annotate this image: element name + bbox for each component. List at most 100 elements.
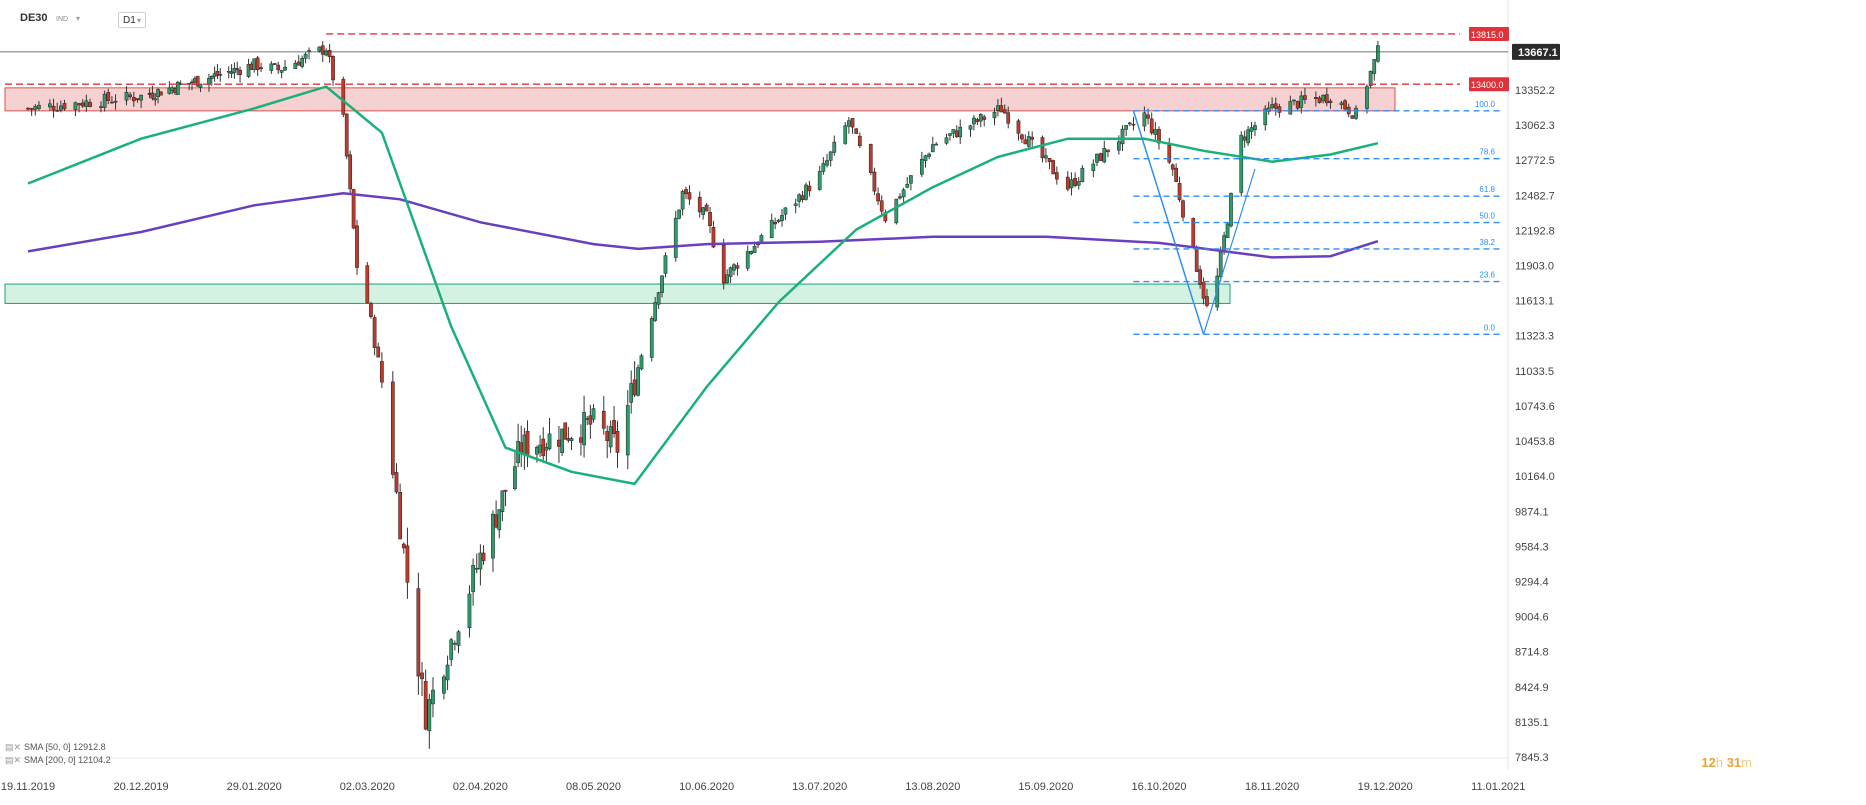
candle[interactable] [745,251,750,269]
candle[interactable] [1065,176,1070,190]
candle[interactable] [793,203,798,206]
candle[interactable] [639,355,644,370]
candle[interactable] [541,438,546,457]
candle[interactable] [636,367,640,396]
candle[interactable] [283,66,287,71]
candle[interactable] [843,125,848,144]
candle[interactable] [259,67,263,70]
candle[interactable] [749,251,754,254]
candle[interactable] [905,183,910,188]
candle[interactable] [673,217,678,258]
candle[interactable] [198,83,203,88]
candle[interactable] [982,116,987,120]
candle[interactable] [1229,193,1233,227]
candle[interactable] [601,410,606,429]
candle[interactable] [153,98,158,101]
fib-anchor-line[interactable] [1202,168,1256,335]
candle[interactable] [1073,178,1077,186]
candle[interactable] [632,379,637,396]
candle[interactable] [735,265,740,269]
candle[interactable] [369,303,373,317]
candle[interactable] [481,552,486,561]
candle[interactable] [1321,94,1326,102]
candle[interactable] [629,383,634,403]
candle[interactable] [420,672,424,680]
timeframe-select[interactable]: D1 ▾ [118,12,146,28]
candle[interactable] [55,110,60,112]
candle[interactable] [591,408,596,420]
candle[interactable] [725,274,730,284]
candle[interactable] [525,430,530,457]
candle[interactable] [293,62,298,69]
candle[interactable] [1194,247,1199,272]
candle[interactable] [566,438,571,441]
candle[interactable] [238,69,242,75]
candle[interactable] [1142,112,1147,127]
candle[interactable] [930,144,935,153]
candle[interactable] [769,219,774,238]
candle[interactable] [711,227,716,248]
candle[interactable] [828,151,833,161]
candle[interactable] [732,264,736,271]
candle[interactable] [279,70,284,73]
candle[interactable] [1288,101,1293,115]
candle[interactable] [879,200,884,212]
candle[interactable] [331,56,335,81]
symbol-label[interactable]: DE30 [20,12,48,24]
candle[interactable] [1249,127,1254,132]
candle[interactable] [807,185,812,192]
candle[interactable] [187,82,192,85]
candle[interactable] [728,267,733,277]
candle[interactable] [1368,71,1373,86]
candle[interactable] [51,105,56,111]
chevron-down-icon[interactable]: ▾ [76,14,81,23]
candle[interactable] [898,196,902,199]
candle[interactable] [232,68,237,73]
candle[interactable] [951,129,956,134]
candle[interactable] [538,444,542,453]
candle[interactable] [351,189,356,229]
fib-anchor-line[interactable] [1132,110,1205,335]
candle[interactable] [1246,129,1250,144]
candle[interactable] [252,58,257,70]
candle[interactable] [708,212,712,226]
candle[interactable] [401,543,406,549]
candle[interactable] [1047,158,1052,163]
candle[interactable] [999,105,1004,113]
candle[interactable] [478,552,483,570]
candle[interactable] [303,53,308,59]
candle[interactable] [1044,155,1048,159]
candle[interactable] [1350,115,1355,119]
candle[interactable] [113,100,118,103]
candle[interactable] [1225,223,1230,238]
candle[interactable] [934,143,939,146]
candle[interactable] [894,198,899,224]
candle[interactable] [968,125,973,130]
candle[interactable] [1051,160,1056,175]
candle[interactable] [1167,144,1172,163]
candle[interactable] [948,133,952,136]
candle[interactable] [348,154,353,190]
candle[interactable] [958,126,963,138]
candle[interactable] [1023,139,1028,145]
candle[interactable] [868,144,873,173]
candle[interactable] [804,184,808,200]
candle[interactable] [513,466,517,490]
candle[interactable] [62,103,67,110]
candle[interactable] [850,118,855,128]
candle[interactable] [235,68,240,70]
candle[interactable] [1020,134,1024,140]
candle[interactable] [608,426,613,448]
candle[interactable] [272,63,277,65]
candle[interactable] [1365,86,1369,109]
candle[interactable] [1339,102,1344,105]
candle[interactable] [102,93,107,108]
candle[interactable] [449,639,454,660]
candle[interactable] [854,128,859,134]
candle[interactable] [588,415,593,425]
candle[interactable] [453,642,457,645]
candle[interactable] [390,381,395,475]
candle[interactable] [605,431,610,441]
candle[interactable] [1120,128,1125,145]
candle[interactable] [663,255,668,274]
